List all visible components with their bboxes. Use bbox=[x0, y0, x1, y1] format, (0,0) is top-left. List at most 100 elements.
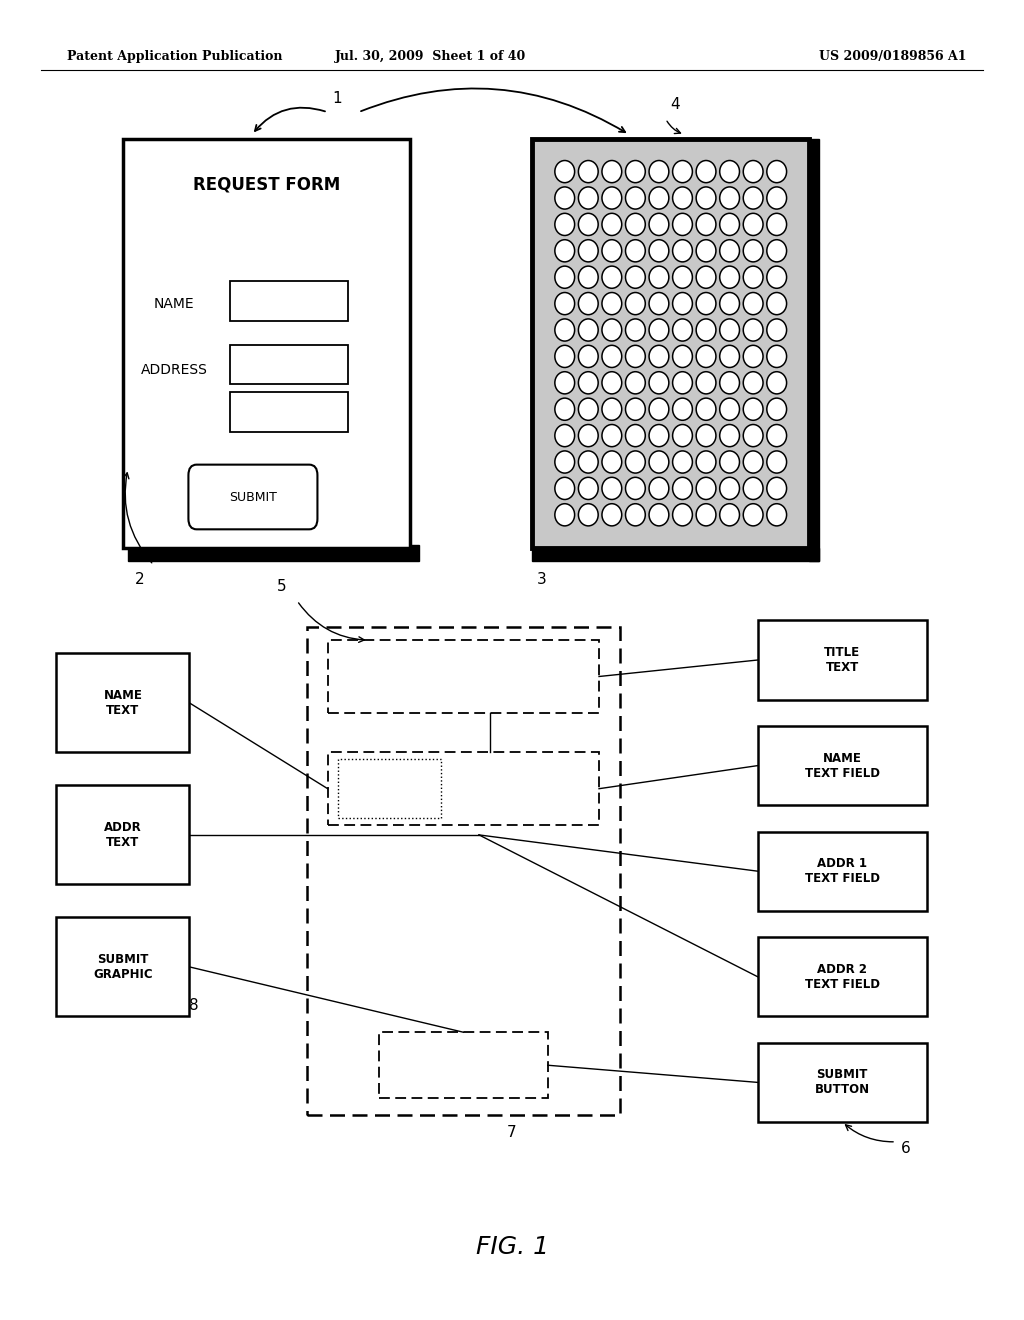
Bar bbox=[809, 139, 819, 561]
Ellipse shape bbox=[579, 187, 598, 209]
Ellipse shape bbox=[720, 504, 739, 525]
Text: ADDR
TEXT: ADDR TEXT bbox=[104, 821, 141, 849]
Ellipse shape bbox=[602, 214, 622, 235]
Ellipse shape bbox=[626, 451, 645, 473]
Ellipse shape bbox=[649, 240, 669, 261]
Text: 1: 1 bbox=[333, 91, 342, 106]
Ellipse shape bbox=[649, 425, 669, 446]
Ellipse shape bbox=[649, 293, 669, 314]
Ellipse shape bbox=[743, 451, 763, 473]
Bar bbox=[338, 759, 441, 818]
Ellipse shape bbox=[767, 346, 786, 367]
Ellipse shape bbox=[579, 293, 598, 314]
Ellipse shape bbox=[626, 504, 645, 525]
Text: 5: 5 bbox=[276, 579, 286, 594]
Text: 3: 3 bbox=[537, 572, 547, 586]
Ellipse shape bbox=[696, 478, 716, 499]
Ellipse shape bbox=[602, 267, 622, 288]
Ellipse shape bbox=[602, 319, 622, 341]
Text: Jul. 30, 2009  Sheet 1 of 40: Jul. 30, 2009 Sheet 1 of 40 bbox=[335, 50, 525, 63]
Ellipse shape bbox=[555, 372, 574, 393]
Ellipse shape bbox=[626, 161, 645, 182]
Ellipse shape bbox=[743, 504, 763, 525]
Ellipse shape bbox=[649, 187, 669, 209]
Ellipse shape bbox=[696, 319, 716, 341]
Text: NAME
TEXT FIELD: NAME TEXT FIELD bbox=[805, 751, 880, 780]
Ellipse shape bbox=[720, 451, 739, 473]
Ellipse shape bbox=[649, 267, 669, 288]
Ellipse shape bbox=[626, 214, 645, 235]
Ellipse shape bbox=[626, 399, 645, 420]
Bar bbox=[532, 139, 809, 548]
Ellipse shape bbox=[720, 346, 739, 367]
Ellipse shape bbox=[673, 240, 692, 261]
Text: ADDRESS: ADDRESS bbox=[141, 363, 208, 376]
Ellipse shape bbox=[649, 478, 669, 499]
Ellipse shape bbox=[673, 372, 692, 393]
Bar bbox=[230, 392, 348, 432]
Ellipse shape bbox=[602, 161, 622, 182]
Text: SUBMIT
GRAPHIC: SUBMIT GRAPHIC bbox=[93, 953, 153, 981]
Bar bbox=[56, 917, 189, 1016]
Ellipse shape bbox=[696, 214, 716, 235]
Ellipse shape bbox=[767, 372, 786, 393]
Ellipse shape bbox=[743, 346, 763, 367]
Text: Patent Application Publication: Patent Application Publication bbox=[67, 50, 282, 63]
Ellipse shape bbox=[602, 399, 622, 420]
Ellipse shape bbox=[696, 399, 716, 420]
Ellipse shape bbox=[602, 187, 622, 209]
Ellipse shape bbox=[673, 346, 692, 367]
Ellipse shape bbox=[696, 504, 716, 525]
Ellipse shape bbox=[555, 240, 574, 261]
Ellipse shape bbox=[720, 372, 739, 393]
Ellipse shape bbox=[767, 293, 786, 314]
Ellipse shape bbox=[555, 187, 574, 209]
Bar bbox=[758, 1043, 927, 1122]
Ellipse shape bbox=[649, 214, 669, 235]
Ellipse shape bbox=[767, 504, 786, 525]
Ellipse shape bbox=[579, 425, 598, 446]
Ellipse shape bbox=[720, 478, 739, 499]
Ellipse shape bbox=[696, 240, 716, 261]
Ellipse shape bbox=[673, 399, 692, 420]
Ellipse shape bbox=[602, 451, 622, 473]
Ellipse shape bbox=[720, 319, 739, 341]
Ellipse shape bbox=[767, 267, 786, 288]
Ellipse shape bbox=[720, 214, 739, 235]
Text: TITLE
TEXT: TITLE TEXT bbox=[824, 645, 860, 675]
Ellipse shape bbox=[626, 425, 645, 446]
Ellipse shape bbox=[649, 451, 669, 473]
Text: NAME
TEXT: NAME TEXT bbox=[103, 689, 142, 717]
Bar bbox=[56, 653, 189, 752]
Ellipse shape bbox=[743, 214, 763, 235]
Text: REQUEST FORM: REQUEST FORM bbox=[193, 176, 340, 194]
Ellipse shape bbox=[673, 293, 692, 314]
Ellipse shape bbox=[767, 451, 786, 473]
Ellipse shape bbox=[720, 161, 739, 182]
Ellipse shape bbox=[673, 425, 692, 446]
Bar bbox=[758, 726, 927, 805]
Ellipse shape bbox=[602, 372, 622, 393]
Ellipse shape bbox=[696, 425, 716, 446]
Ellipse shape bbox=[696, 293, 716, 314]
Bar bbox=[56, 785, 189, 884]
Ellipse shape bbox=[555, 346, 574, 367]
Ellipse shape bbox=[696, 372, 716, 393]
Ellipse shape bbox=[743, 478, 763, 499]
Ellipse shape bbox=[579, 504, 598, 525]
Ellipse shape bbox=[720, 267, 739, 288]
Bar bbox=[123, 139, 410, 548]
Ellipse shape bbox=[696, 187, 716, 209]
Ellipse shape bbox=[743, 240, 763, 261]
Ellipse shape bbox=[743, 293, 763, 314]
Bar bbox=[307, 627, 620, 1115]
Ellipse shape bbox=[720, 425, 739, 446]
Ellipse shape bbox=[626, 372, 645, 393]
Ellipse shape bbox=[626, 187, 645, 209]
Ellipse shape bbox=[673, 319, 692, 341]
Ellipse shape bbox=[767, 478, 786, 499]
Ellipse shape bbox=[767, 425, 786, 446]
Ellipse shape bbox=[767, 161, 786, 182]
Ellipse shape bbox=[579, 451, 598, 473]
Ellipse shape bbox=[649, 372, 669, 393]
